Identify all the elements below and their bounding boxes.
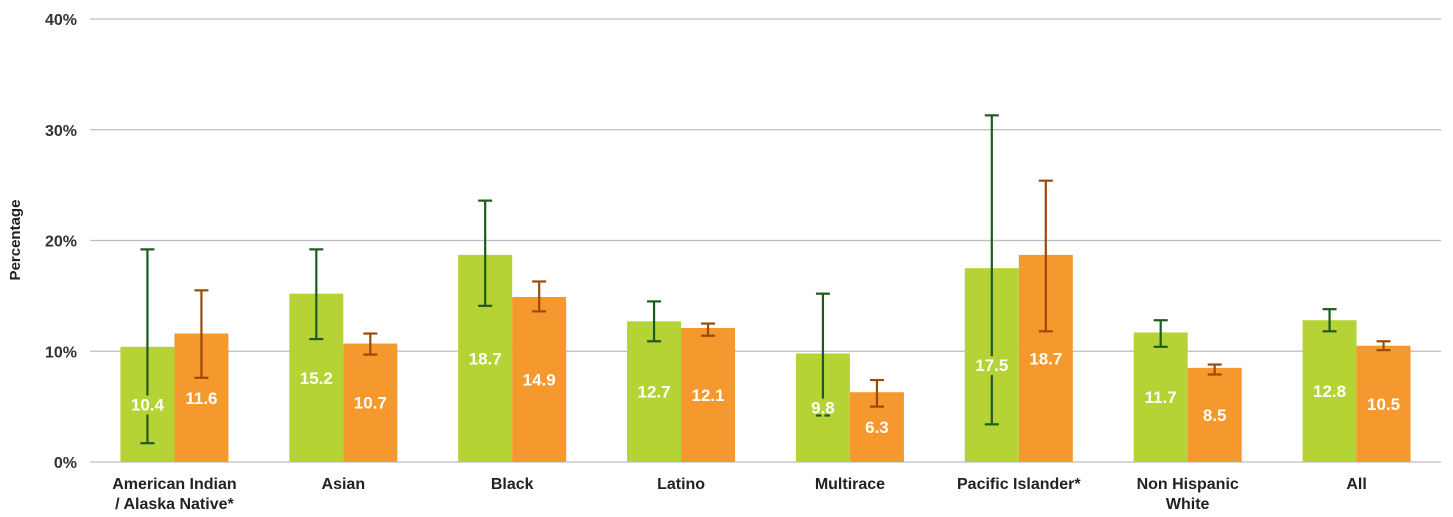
label-bg-s0-1: [314, 368, 318, 388]
label-bg-s1-2: [537, 370, 541, 390]
category-label-0-0: American Indian: [112, 476, 236, 493]
data-label-s1-3: 12.1: [692, 386, 725, 405]
data-label-s1-2: 14.9: [523, 370, 556, 389]
category-label-0-1: / Alaska Native*: [115, 496, 234, 513]
label-bg-s0-0: [145, 395, 149, 415]
label-bg-s0-3: [652, 382, 656, 402]
category-label-4-0: Multirace: [815, 476, 885, 493]
label-bg-s1-4: [875, 418, 879, 438]
data-label-s1-4: 6.3: [865, 418, 889, 437]
data-label-s1-0: 11.6: [185, 389, 217, 408]
y-axis-label: Percentage: [7, 200, 24, 281]
data-label-s0-0: 10.4: [131, 395, 165, 414]
data-label-s0-4: 9.8: [811, 399, 835, 418]
data-label-s1-6: 8.5: [1203, 406, 1227, 425]
data-labels: 10.4 11.6 15.2 10.7 18.7 14.9 12.7 12.1 9.8 6.3 17…: [131, 349, 1400, 438]
data-label-s0-6: 11.7: [1145, 388, 1177, 407]
data-label-s0-1: 15.2: [300, 369, 333, 388]
category-label-1-0: Asian: [322, 476, 366, 493]
y-axis-ticks: 0% 10% 20% 30% 40%: [45, 12, 77, 472]
data-label-s1-7: 10.5: [1367, 395, 1400, 414]
label-bg-s0-2: [483, 349, 487, 369]
data-label-s0-5: 17.5: [975, 356, 1008, 375]
label-bg-s1-5: [1044, 349, 1048, 369]
y-tick-label-3: 30%: [45, 123, 77, 140]
category-label-2-0: Black: [491, 476, 534, 493]
category-label-7-0: All: [1346, 476, 1366, 493]
label-bg-s1-0: [199, 388, 203, 408]
data-label-s0-7: 12.8: [1313, 382, 1346, 401]
label-bg-s0-6: [1159, 388, 1163, 408]
category-label-6-1: White: [1166, 496, 1210, 513]
y-tick-label-0: 0%: [54, 455, 77, 472]
label-bg-s0-7: [1328, 382, 1332, 402]
label-bg-s1-7: [1382, 394, 1386, 414]
category-label-6-0: Non Hispanic: [1137, 476, 1239, 493]
data-label-s0-3: 12.7: [638, 383, 671, 402]
y-tick-label-4: 40%: [45, 12, 77, 29]
data-label-s1-5: 18.7: [1029, 349, 1062, 368]
data-label-s1-1: 10.7: [354, 394, 387, 413]
y-tick-label-2: 20%: [45, 234, 77, 251]
x-axis-categories: American Indian / Alaska Native* Asian Blac…: [112, 476, 1367, 513]
category-label-5-0: Pacific Islander*: [957, 476, 1081, 493]
y-tick-label-1: 10%: [45, 344, 77, 361]
label-bg-s0-4: [821, 398, 825, 418]
bars: [120, 254, 1411, 462]
label-bg-s1-1: [368, 393, 372, 413]
label-bg-s0-5: [990, 356, 994, 376]
label-bg-s1-6: [1213, 405, 1217, 425]
category-label-3-0: Latino: [657, 476, 705, 493]
data-label-s0-2: 18.7: [469, 349, 502, 368]
label-bg-s1-3: [706, 385, 710, 405]
